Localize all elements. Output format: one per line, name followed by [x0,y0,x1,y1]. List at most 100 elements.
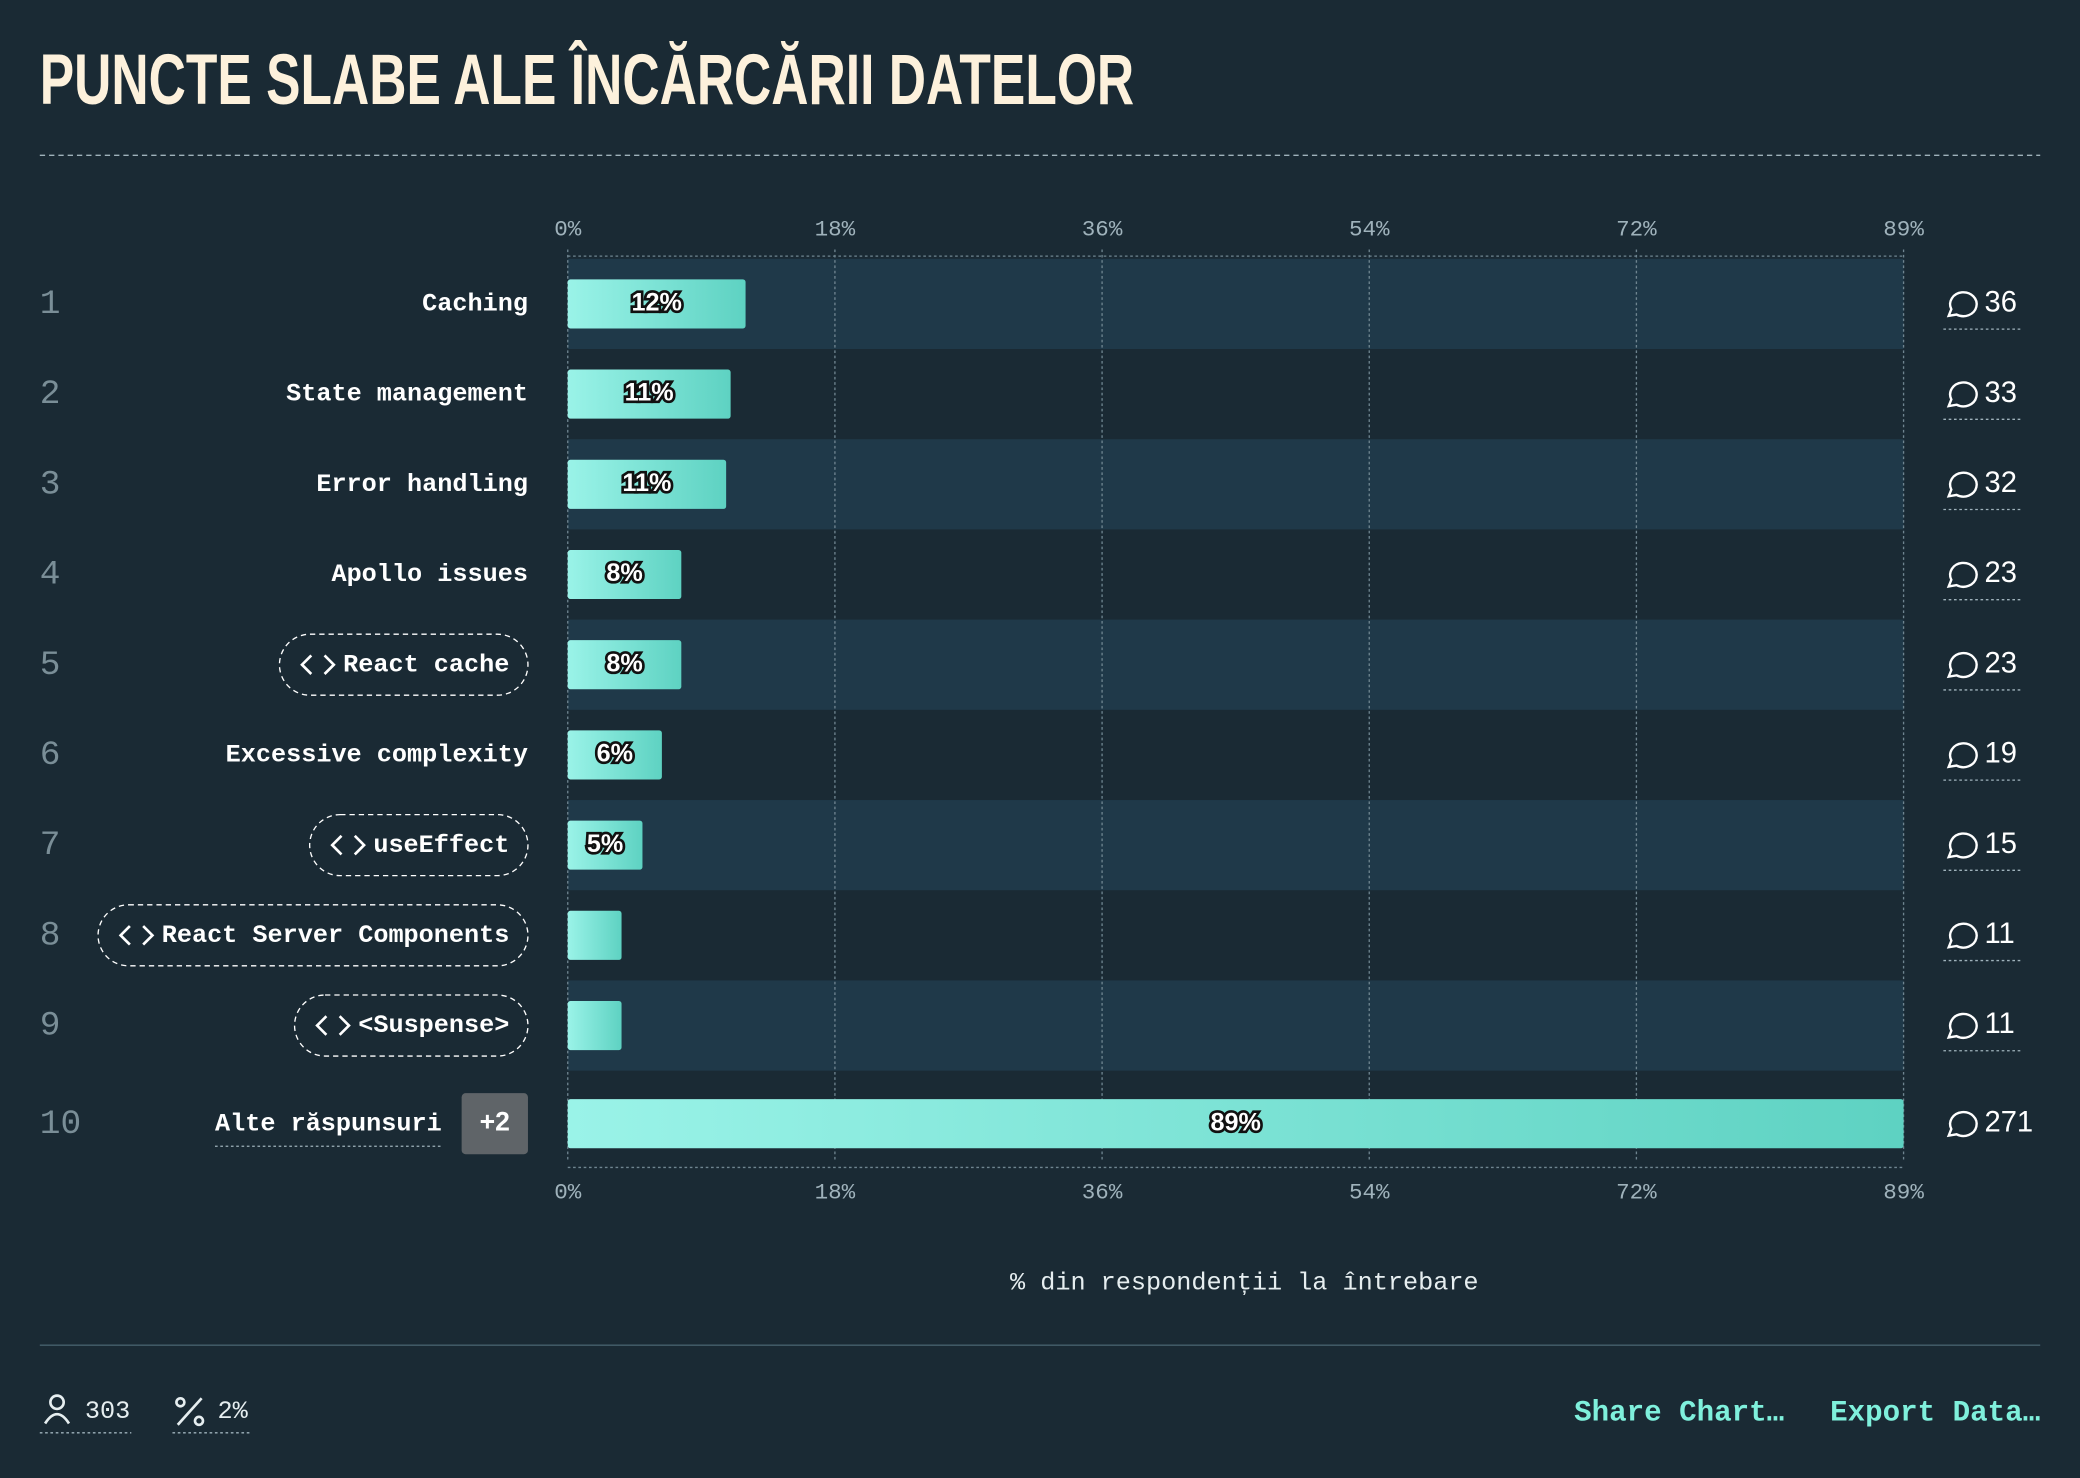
badge-label: +2 [480,1107,510,1137]
user-icon [49,1394,65,1411]
rank: 5 [40,646,61,685]
comment-count: 33 [1984,377,2016,409]
percent-value: 2% [218,1397,249,1426]
user-icon [43,1412,71,1425]
comment-count: 11 [1984,918,2014,950]
percent-icon [175,1396,186,1408]
comment-count: 32 [1984,467,2016,499]
comment-count: 23 [1984,557,2016,589]
rank: 2 [40,375,61,414]
x-tick-label: 36% [1082,1180,1123,1206]
rank: 8 [40,916,61,955]
bar [567,910,622,960]
row-stripe [567,439,1904,530]
category-label: Apollo issues [331,560,528,589]
value-label: 12% [631,289,681,317]
category-label: Caching [422,290,528,319]
category-label: useEffect [373,831,509,860]
x-tick-label: 36% [1082,217,1123,243]
percent-icon [176,1397,203,1426]
comment-icon [1946,1012,1978,1039]
value-label: 11% [622,469,671,497]
bar [567,1000,622,1051]
code-icon [118,925,155,946]
comment-count: 19 [1984,738,2016,770]
value-label: 6% [597,740,633,768]
tag-pill [293,994,529,1057]
comment-icon [1946,832,1978,859]
bar [567,459,727,509]
comment-icon [1946,381,1978,408]
rows: 1 Caching 12% 362 State management 11% 333 Erro… [40,279,2033,1155]
badge [461,1093,528,1155]
comment-count: 23 [1984,647,2016,679]
x-tick-label: 72% [1616,217,1657,243]
code-icon [330,834,366,856]
comment-icon [1946,651,1978,679]
category-label: Excessive complexity [226,741,528,770]
value-label: 8% [606,649,642,677]
respondents: 303 [39,1394,132,1434]
respondent-count: 303 [85,1397,130,1426]
value-label: 8% [606,559,642,587]
comment-icon [1946,291,1978,318]
value-label: 89% [1210,1108,1260,1136]
comment-icon [1946,1110,1978,1138]
category-label: React cache [343,650,509,679]
category-label: <Suspense> [358,1011,509,1040]
x-tick-label: 0% [554,217,582,243]
row-stripe [567,619,1904,710]
rank: 10 [40,1105,81,1144]
code-icon [315,1015,351,1036]
x-tick-label: 18% [815,1180,856,1206]
bar [567,279,746,329]
value-label: 11% [625,379,674,407]
rank: 4 [40,556,61,595]
category-label: Error handling [316,470,528,499]
rank: 3 [40,465,61,504]
comment-icon [1946,561,1978,588]
x-tick-label: 54% [1349,217,1390,243]
bar [567,820,643,870]
x-tick-label: 72% [1616,1180,1657,1206]
value-label: 5% [587,830,623,858]
rank: 9 [40,1007,61,1046]
row-stripe [567,258,1904,349]
category-label: Alte răspunsuri [215,1109,442,1138]
grid: 0% 0% 18% 18% 36% 36% 54% 54% 72% 72% 89% 89% [554,217,1924,1206]
rank: 1 [40,285,61,324]
percentage: 2% [172,1396,250,1434]
rank: 6 [40,736,61,775]
tag-pill [278,633,529,696]
comment-icon [1946,922,1978,949]
comment-count: 36 [1984,287,2016,319]
row-stripe [567,800,1904,891]
x-tick-label: 54% [1349,1180,1390,1206]
x-axis-label: % din respondenții la întrebare [1010,1269,1479,1298]
bar [567,549,682,600]
comment-count: 15 [1984,828,2016,860]
bar [567,369,731,419]
x-tick-label: 89% [1883,217,1924,243]
x-tick-label: 0% [554,1180,582,1206]
category-label: State management [286,380,528,409]
x-tick-label: 89% [1883,1180,1924,1206]
comment-icon [1946,471,1978,498]
bar [567,730,662,780]
chart-title: PUNCTE SLABE ALE ÎNCĂRCĂRII DATELOR [40,39,1134,120]
bar [567,640,682,690]
comment-icon [1946,742,1978,769]
rank: 7 [40,826,61,865]
x-tick-label: 18% [815,217,856,243]
comment-count: 271 [1984,1106,2033,1138]
bar [567,1099,1904,1149]
share-button[interactable]: Share Chart… [1574,1397,1784,1430]
comment-count: 11 [1984,1008,2014,1040]
row-stripe [567,980,1904,1071]
export-button[interactable]: Export Data… [1830,1397,2040,1430]
category-label: React Server Components [162,921,510,950]
code-icon [300,654,336,675]
